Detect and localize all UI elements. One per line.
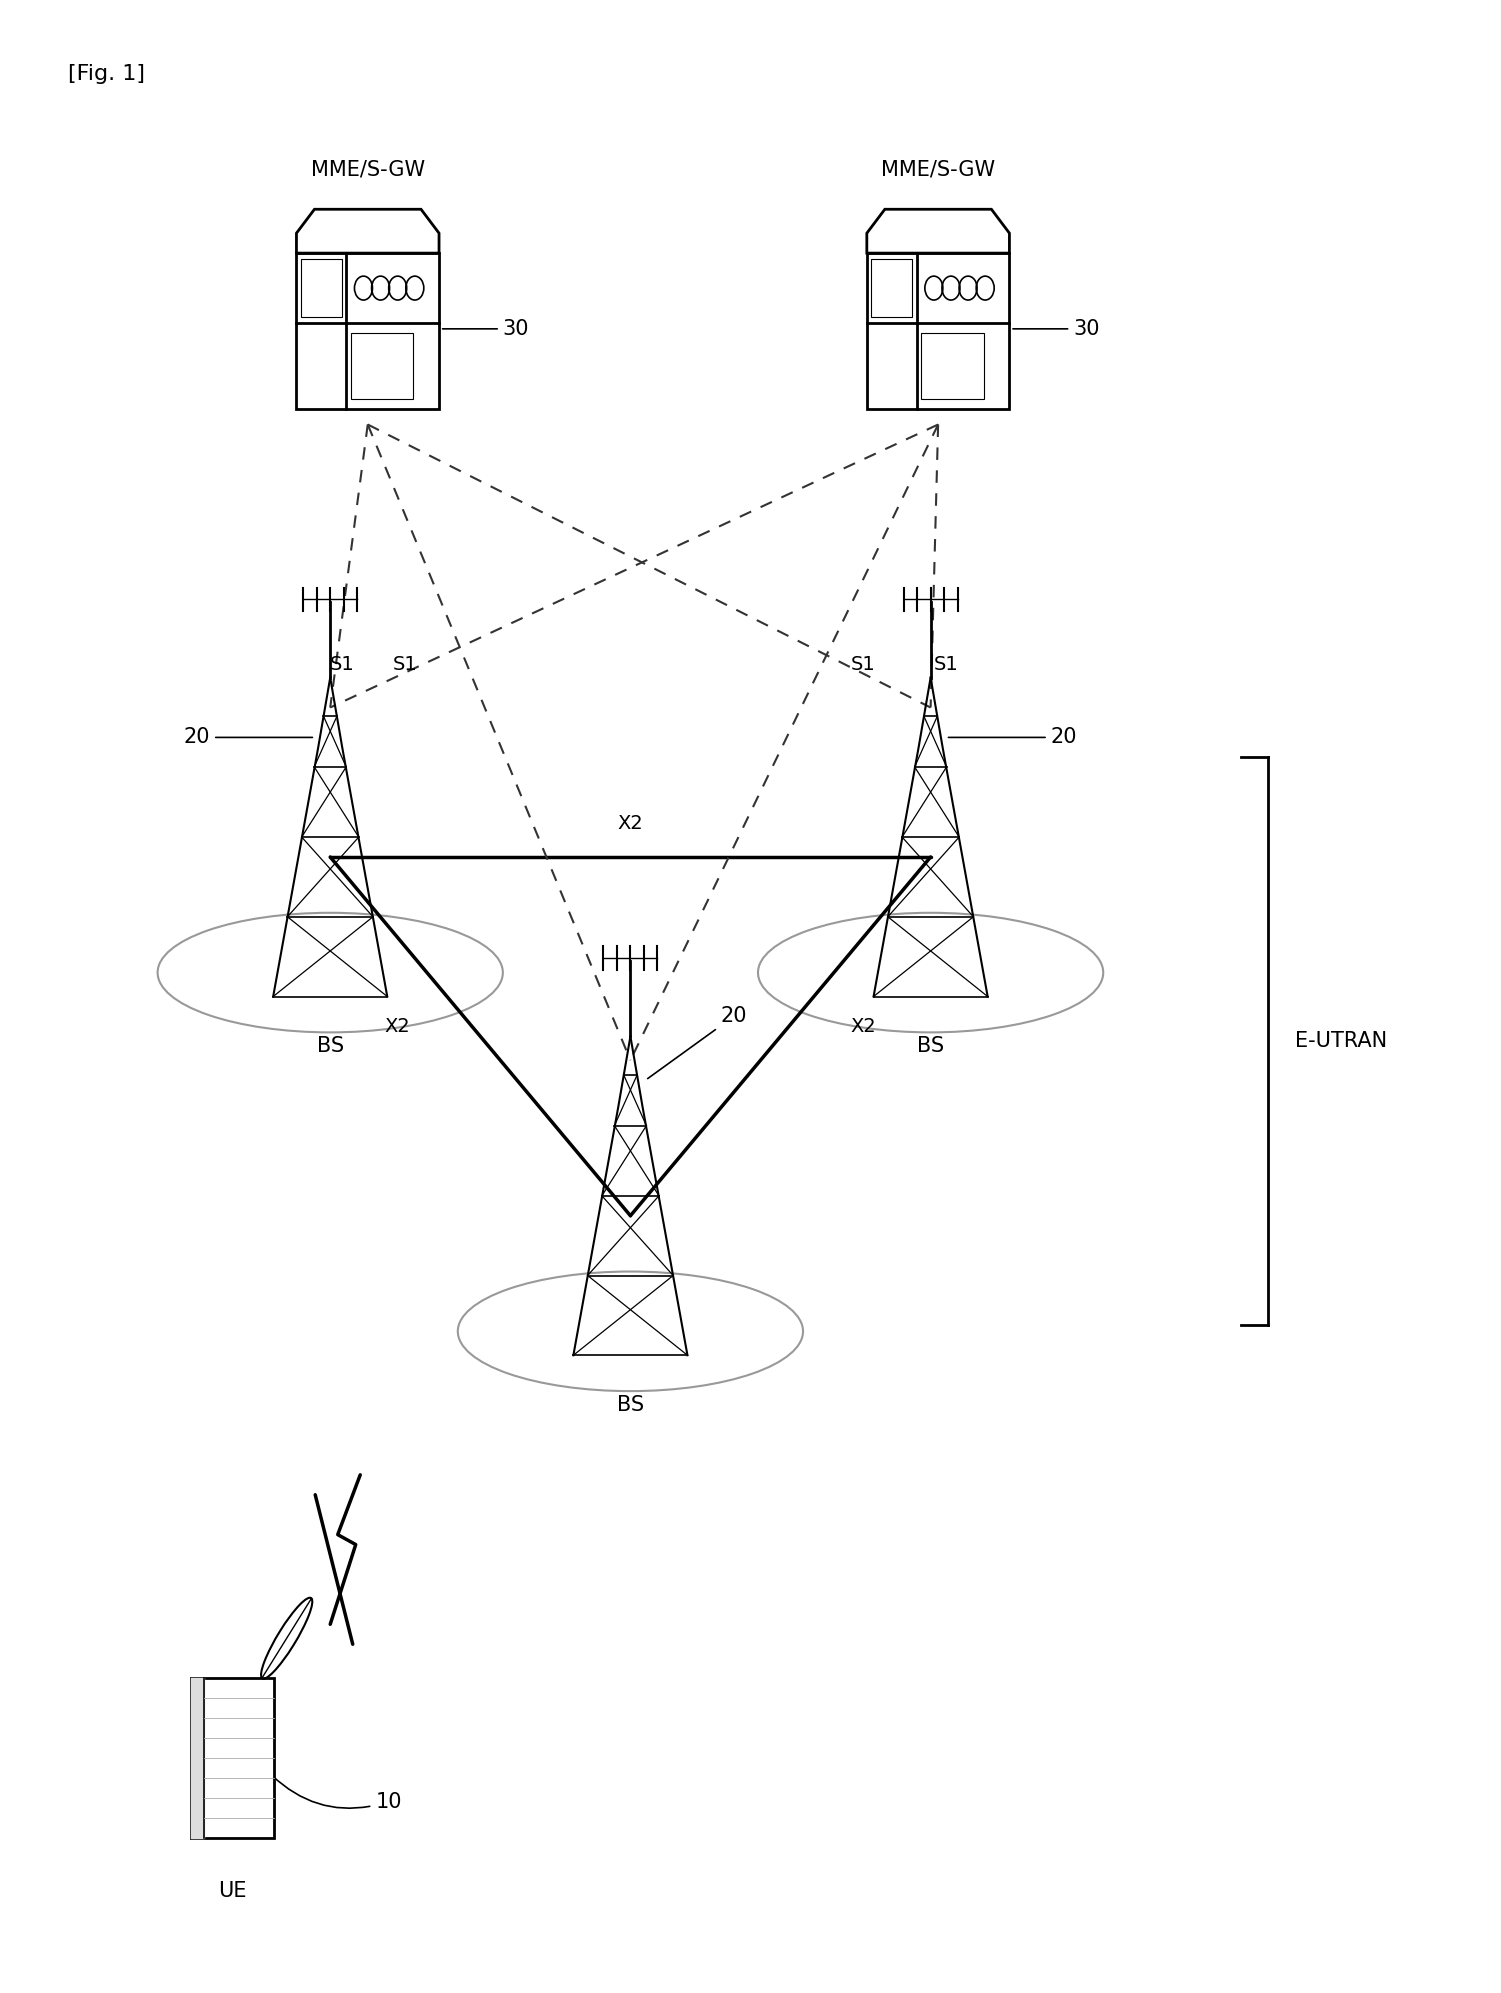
Text: S1: S1: [851, 654, 875, 674]
Text: S1: S1: [330, 654, 354, 674]
Text: 10: 10: [272, 1776, 402, 1812]
Text: UE: UE: [219, 1881, 246, 1901]
Text: 20: 20: [949, 727, 1078, 747]
Text: S1: S1: [393, 654, 417, 674]
Text: X2: X2: [384, 1016, 411, 1036]
Text: BS: BS: [317, 1036, 344, 1056]
FancyBboxPatch shape: [351, 333, 413, 399]
Text: [Fig. 1]: [Fig. 1]: [68, 64, 144, 84]
Text: X2: X2: [617, 813, 644, 833]
FancyBboxPatch shape: [868, 253, 1009, 409]
Text: E-UTRAN: E-UTRAN: [1295, 1030, 1387, 1052]
Text: BS: BS: [617, 1395, 644, 1415]
Text: X2: X2: [850, 1016, 877, 1036]
Text: 20: 20: [647, 1006, 747, 1078]
Text: MME/S-GW: MME/S-GW: [311, 159, 425, 179]
Text: MME/S-GW: MME/S-GW: [881, 159, 995, 179]
FancyBboxPatch shape: [297, 253, 438, 409]
Text: 30: 30: [1013, 319, 1100, 339]
Text: 20: 20: [183, 727, 312, 747]
Text: BS: BS: [917, 1036, 944, 1056]
FancyBboxPatch shape: [192, 1678, 273, 1838]
FancyBboxPatch shape: [871, 259, 913, 317]
FancyBboxPatch shape: [922, 333, 983, 399]
FancyBboxPatch shape: [302, 259, 342, 317]
Text: 30: 30: [443, 319, 530, 339]
Text: S1: S1: [934, 654, 958, 674]
